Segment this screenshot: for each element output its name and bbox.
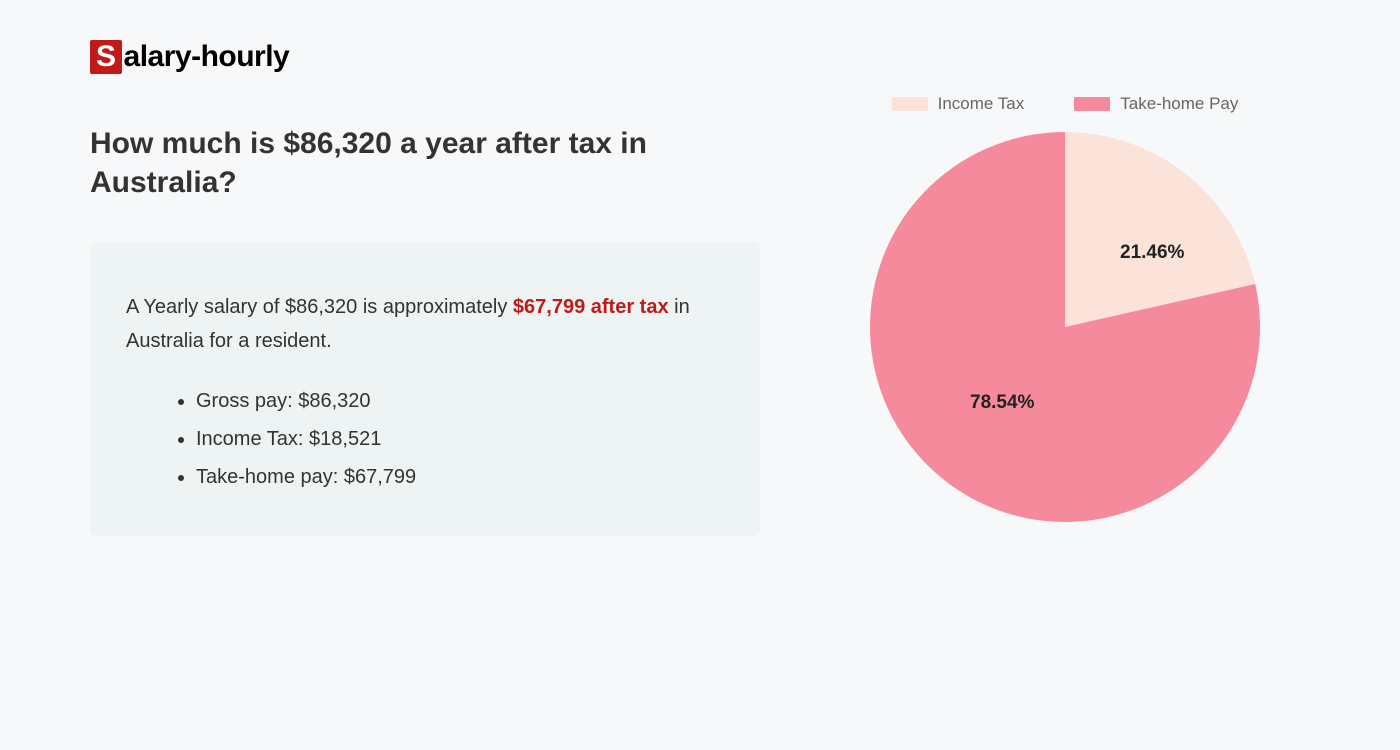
right-column: Income Tax Take-home Pay 21.46% 78.54% — [820, 94, 1310, 536]
list-item: Income Tax: $18,521 — [196, 420, 724, 458]
slice-label-takehome: 78.54% — [970, 392, 1034, 414]
summary-pre: A Yearly salary of $86,320 is approximat… — [126, 296, 513, 318]
legend-item-takehome: Take-home Pay — [1074, 94, 1238, 114]
main-content: How much is $86,320 a year after tax in … — [90, 124, 1310, 536]
logo-rest: alary-hourly — [124, 40, 290, 74]
slice-label-tax: 21.46% — [1120, 242, 1184, 264]
list-item: Gross pay: $86,320 — [196, 382, 724, 420]
legend-item-tax: Income Tax — [892, 94, 1025, 114]
legend-label-tax: Income Tax — [938, 94, 1025, 114]
legend-swatch-takehome — [1074, 97, 1110, 111]
chart-legend: Income Tax Take-home Pay — [892, 94, 1239, 114]
legend-swatch-tax — [892, 97, 928, 111]
legend-label-takehome: Take-home Pay — [1120, 94, 1238, 114]
list-item: Take-home pay: $67,799 — [196, 458, 724, 496]
logo-s-block: S — [90, 40, 122, 74]
summary-highlight: $67,799 after tax — [513, 296, 669, 318]
pie-chart: 21.46% 78.54% — [870, 132, 1260, 522]
summary-box: A Yearly salary of $86,320 is approximat… — [90, 242, 760, 536]
page-title: How much is $86,320 a year after tax in … — [90, 124, 760, 202]
summary-text: A Yearly salary of $86,320 is approximat… — [126, 290, 724, 358]
brand-logo: Salary-hourly — [90, 40, 1310, 74]
pie-svg — [870, 132, 1260, 522]
left-column: How much is $86,320 a year after tax in … — [90, 124, 760, 536]
summary-list: Gross pay: $86,320 Income Tax: $18,521 T… — [126, 382, 724, 496]
